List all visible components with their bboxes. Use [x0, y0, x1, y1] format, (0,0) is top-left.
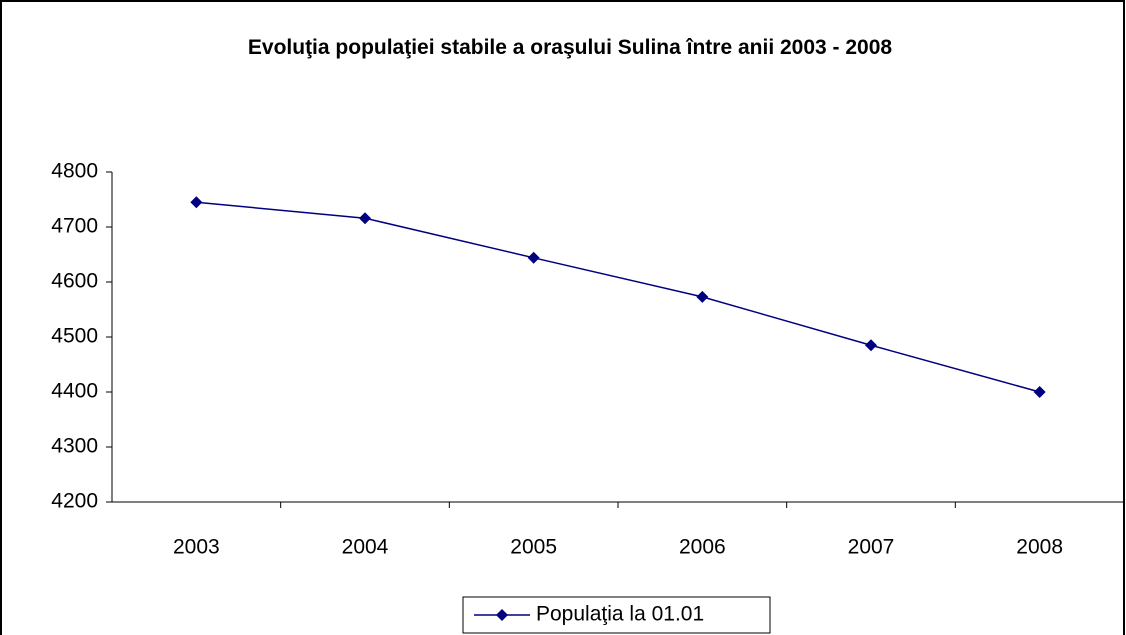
point-marker	[190, 196, 203, 209]
chart-title: Evoluţia populaţiei stabile a oraşului S…	[247, 36, 893, 59]
y-tick-label: 4300	[51, 435, 98, 458]
legend-marker	[496, 609, 508, 621]
y-tick-label: 4400	[51, 380, 98, 403]
point-marker	[527, 251, 540, 264]
x-tick-label: 2007	[848, 536, 895, 559]
y-tick-label: 4600	[51, 270, 98, 293]
point-marker	[696, 290, 709, 303]
x-tick-label: 2005	[510, 536, 557, 559]
y-tick-label: 4500	[51, 325, 98, 348]
point-marker	[1033, 386, 1046, 398]
x-tick-label: 2004	[342, 536, 389, 559]
x-tick-label: 2003	[173, 536, 220, 559]
y-tick-label: 4800	[51, 160, 98, 183]
x-tick-label: 2008	[1016, 536, 1063, 559]
legend-label: Populaţia la 01.01	[536, 603, 704, 626]
y-tick-label: 4200	[51, 490, 98, 513]
series-line	[196, 201, 1040, 393]
x-tick-label: 2006	[679, 536, 726, 559]
y-tick-label: 4700	[51, 215, 98, 238]
point-marker	[359, 212, 371, 225]
point-marker	[865, 339, 877, 352]
